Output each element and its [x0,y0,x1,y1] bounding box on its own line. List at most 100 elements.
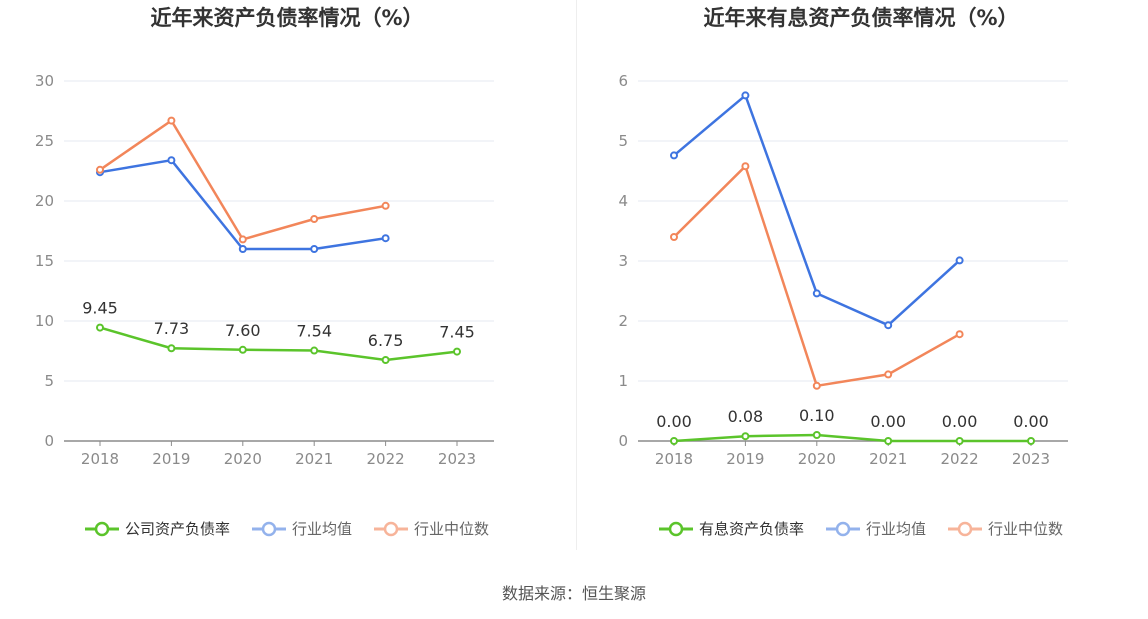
data-label: 7.73 [154,319,190,338]
data-label: 0.00 [870,412,906,431]
legend-line-circle-icon [84,521,119,536]
y-tick-label: 10 [35,312,54,330]
x-tick-label: 2020 [798,450,836,468]
y-tick-label: 0 [44,432,54,450]
x-tick-label: 2023 [1012,450,1050,468]
data-label: 0.00 [942,412,978,431]
data-point [812,431,821,439]
data-point [741,432,750,441]
data-label: 0.10 [799,406,835,425]
series-line-company [99,326,458,362]
data-point [381,356,390,364]
data-point [955,437,964,445]
legend-line-circle-icon [948,521,982,536]
data-point [310,245,319,253]
legend-label: 行业中位数 [988,520,1064,538]
data-point [741,162,750,171]
chart-legend: 公司资产负债率 行业均值 行业中位数 [0,518,574,539]
series-line-industry-median [99,119,386,241]
chart-legend: 有息资产负债率 行业均值 行业中位数 [574,518,1148,539]
data-point [167,344,176,353]
data-point [955,256,964,265]
data-label: 7.60 [225,321,261,340]
data-label: 0.00 [1013,412,1049,431]
data-label: 0.08 [728,407,764,426]
data-point [955,330,964,339]
data-point [96,323,104,332]
data-point [884,437,893,445]
x-tick-label: 2018 [81,450,119,468]
legend-label: 行业均值 [865,520,926,538]
legend-item-industry-mean[interactable]: 行业均值 [825,518,926,539]
data-point [238,245,247,253]
legend-item-industry-median[interactable]: 行业中位数 [948,518,1063,539]
series-line-industry-median [673,164,961,388]
data-label: 0.00 [656,412,692,431]
data-point [670,151,678,160]
data-point [381,201,390,210]
data-point [381,234,390,243]
chart-panel-debt-ratio: 近年来资产负债率情况（%） 0 5 10 15 20 25 30 2018 2019 2020 20… [0,0,574,560]
data-point [310,346,319,355]
y-tick-label: 25 [35,132,54,150]
y-tick-label: 5 [44,372,54,390]
data-label: 7.54 [296,322,332,341]
y-tick-label: 0 [618,432,628,450]
legend-line-circle-icon [825,521,860,536]
data-label: 7.45 [439,323,475,342]
y-tick-label: 6 [618,72,628,90]
x-tick-label: 2019 [152,450,190,468]
x-tick-label: 2023 [438,450,476,468]
legend-item-company[interactable]: 有息资产负债率 [658,518,804,539]
data-label: 6.75 [368,331,404,350]
x-tick-label: 2022 [367,450,405,468]
data-source-note: 数据来源：恒生聚源 [501,584,646,603]
y-tick-label: 5 [618,132,628,150]
y-tick-label: 2 [618,312,628,330]
y-tick-label: 15 [35,252,54,270]
x-tick-label: 2021 [295,450,333,468]
legend-item-industry-mean[interactable]: 行业均值 [251,518,352,539]
data-label: 9.45 [82,299,118,318]
y-tick-label: 4 [618,192,628,210]
y-tick-label: 30 [35,72,54,90]
legend-item-industry-median[interactable]: 行业中位数 [374,518,489,539]
series-line-company [673,433,1031,443]
data-point [670,233,678,241]
data-point [238,235,247,244]
data-point [453,347,461,356]
chart-panel-interest-debt-ratio: 近年来有息资产负债率情况（%） 0 1 2 3 4 5 6 2018 2019 2020 2021 2… [574,0,1148,560]
legend-label: 行业中位数 [414,520,490,538]
y-tick-label: 20 [35,192,54,210]
data-point [96,165,104,174]
x-tick-label: 2021 [869,450,907,468]
data-point [884,370,893,379]
data-point [884,321,893,330]
legend-line-circle-icon [374,521,408,536]
line-chart-debt-ratio: 0 5 10 15 20 25 30 2018 2019 2020 2021 2022 2023 9.45… [35,72,494,468]
line-chart-interest-debt-ratio: 0 1 2 3 4 5 6 2018 2019 2020 2021 2022 2023 0.00 0.08 0… [618,72,1068,468]
legend-label: 行业均值 [291,520,352,538]
x-tick-label: 2020 [224,450,262,468]
data-point [1027,437,1035,445]
chart-title: 近年来资产负债率情况（%） [150,6,424,30]
data-point [167,116,176,125]
data-point [741,91,750,100]
y-tick-label: 3 [618,252,628,270]
data-point [167,156,176,165]
legend-line-circle-icon [251,521,286,536]
x-tick-label: 2022 [941,450,979,468]
legend-label: 有息资产负债率 [698,520,804,538]
data-point [310,215,319,223]
legend-item-company[interactable]: 公司资产负债率 [84,518,230,539]
data-point [812,381,821,390]
x-tick-label: 2019 [726,450,764,468]
panel-divider [576,0,577,550]
y-tick-label: 1 [618,372,628,390]
chart-title: 近年来有息资产负债率情况（%） [703,6,1019,30]
x-tick-label: 2018 [655,450,693,468]
legend-label: 公司资产负债率 [124,520,230,538]
data-point [670,437,678,445]
data-point [238,345,247,354]
legend-line-circle-icon [658,521,693,536]
